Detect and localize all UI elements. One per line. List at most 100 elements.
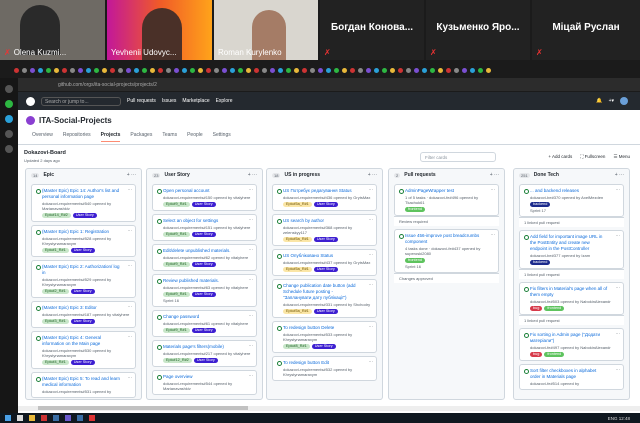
horizontal-scrollbar[interactable] <box>18 406 640 411</box>
card-title[interactable]: US Потребує редагування Status <box>277 188 372 194</box>
card-title[interactable]: AdminPageWrapper test <box>399 188 494 194</box>
browser-tab[interactable] <box>158 67 163 73</box>
browser-tab[interactable] <box>70 67 75 73</box>
label[interactable]: User Story <box>191 292 216 297</box>
card-title[interactable]: Edit/delete unpublished materials. <box>157 248 252 254</box>
browser-tab[interactable] <box>54 67 59 73</box>
more-icon[interactable]: ··· <box>368 252 374 257</box>
card-title[interactable]: ... and backend releases <box>524 188 619 194</box>
card-title[interactable]: (Master Epic) Epic 4: General informatio… <box>36 335 131 347</box>
label[interactable]: Epic#9_R#1 <box>163 328 190 333</box>
video-tile-4[interactable]: Богдан Конова... ✗ <box>320 0 424 60</box>
more-icon[interactable]: ··· <box>127 228 133 233</box>
label[interactable]: Epic#4_R#1 <box>42 360 69 365</box>
card-title[interactable]: Select an object for settings <box>157 218 252 224</box>
label[interactable]: User Story <box>70 360 95 365</box>
browser-tab[interactable] <box>462 67 467 73</box>
browser-tab[interactable] <box>270 67 275 73</box>
card[interactable]: ··· (Master Epic) Epic 4: General informa… <box>31 331 136 369</box>
label[interactable]: bug <box>530 352 543 357</box>
more-icon[interactable]: ··· <box>368 217 374 222</box>
nav-explore[interactable]: Explore <box>215 98 233 104</box>
org-name[interactable]: ITA-Social-Projects <box>39 116 112 125</box>
card[interactable]: ··· US search by author dokazovi-requireme… <box>272 214 377 246</box>
video-tile-3[interactable]: Roman Kurylenko <box>214 0 318 60</box>
label[interactable]: Epic#5a_R#1 <box>283 237 312 242</box>
card-title[interactable]: To redesign button Edit <box>277 360 372 366</box>
plus-icon[interactable]: +▾ <box>608 98 614 104</box>
label[interactable]: User Story <box>191 232 216 237</box>
browser-tab[interactable] <box>22 67 27 73</box>
taskbar-app-icon[interactable] <box>77 415 83 421</box>
more-icon[interactable]: ··· <box>248 313 254 318</box>
card[interactable]: ··· Open personal account dokazovi-require… <box>152 184 257 211</box>
card-title[interactable]: Page overview <box>157 374 252 380</box>
card-title[interactable]: Issue 456-improve post breadcrumbs compo… <box>399 233 494 245</box>
more-icon[interactable]: ··· <box>127 375 133 380</box>
browser-tab[interactable] <box>30 67 35 73</box>
browser-tab[interactable] <box>374 67 379 73</box>
more-icon[interactable]: ··· <box>490 187 496 192</box>
add-cards-button[interactable]: + Add cards <box>548 154 573 159</box>
card-title[interactable]: (Master Epic) Epic 1: Registration <box>36 229 131 235</box>
label[interactable]: User Story <box>191 262 216 267</box>
browser-tab[interactable] <box>222 67 227 73</box>
label[interactable]: User Story <box>311 344 336 349</box>
card[interactable]: ··· Change publication date button (add S… <box>272 279 377 318</box>
label[interactable]: User Story <box>70 248 95 253</box>
label[interactable]: Epic#9_R#1 <box>163 292 190 297</box>
github-logo-icon[interactable] <box>26 96 35 106</box>
label[interactable]: frontend <box>544 352 565 357</box>
card-footer[interactable]: 1 linked pull request <box>519 217 624 227</box>
label[interactable]: User Story <box>191 202 216 207</box>
notification-icon[interactable]: 🔔 <box>596 98 603 104</box>
avatar[interactable] <box>620 97 628 105</box>
label[interactable]: frontend <box>405 258 425 263</box>
browser-tab[interactable] <box>358 67 363 73</box>
browser-tab[interactable] <box>62 67 67 73</box>
browser-tab[interactable] <box>150 67 155 73</box>
tab-teams[interactable]: Teams <box>162 132 178 138</box>
clock[interactable]: 12:48 <box>618 415 630 421</box>
browser-tab[interactable] <box>246 67 251 73</box>
add-card-icon[interactable]: + ··· <box>614 172 624 178</box>
card[interactable]: ··· (Master Epic) Epic 14: Author's list … <box>31 184 136 222</box>
label[interactable]: User Story <box>70 319 95 324</box>
video-tile-6[interactable]: Міцай Руслан ✗ <box>532 0 640 60</box>
tab-projects[interactable]: Projects <box>100 132 121 142</box>
more-icon[interactable]: ··· <box>615 367 621 372</box>
browser-tab[interactable] <box>350 67 355 73</box>
add-card-icon[interactable]: + ··· <box>489 172 499 178</box>
browser-tab[interactable] <box>342 67 347 73</box>
card-title[interactable]: (Master Epic) Epic 14: Author's list and… <box>36 188 131 200</box>
nav-marketplace[interactable]: Marketplace <box>182 98 210 104</box>
browser-tab[interactable] <box>334 67 339 73</box>
card[interactable]: ··· AdminPageWrapper test 1 of 5 tasks · d… <box>394 184 499 216</box>
card[interactable]: ··· Fix filters in Material's page when a… <box>519 282 624 315</box>
browser-tab[interactable] <box>430 67 435 73</box>
more-icon[interactable]: ··· <box>248 187 254 192</box>
browser-tab[interactable] <box>238 67 243 73</box>
label[interactable]: User Story <box>72 213 97 218</box>
taskbar-app-icon[interactable] <box>89 415 95 421</box>
card[interactable]: ··· US Потребує редагування Status dokazov… <box>272 184 377 211</box>
browser-tab[interactable] <box>406 67 411 73</box>
browser-tab[interactable] <box>94 67 99 73</box>
card-title[interactable]: (Master Epic) Epic 5: To read and learn … <box>36 376 131 388</box>
label[interactable]: Epic#5a_R#1 <box>283 202 312 207</box>
label[interactable]: User Story <box>193 358 218 363</box>
label[interactable]: bug <box>530 306 543 311</box>
label[interactable]: frontend <box>544 306 565 311</box>
address-bar[interactable]: github.com/orgs/ita-social-projects/proj… <box>18 78 640 91</box>
card[interactable]: ··· Add field for important image URL in … <box>519 230 624 269</box>
label[interactable]: backend <box>530 260 551 265</box>
taskbar-app-icon[interactable] <box>29 415 35 421</box>
browser-tab[interactable] <box>14 67 19 73</box>
card-footer[interactable]: 1 linked pull request <box>519 315 624 325</box>
more-icon[interactable]: ··· <box>127 263 133 268</box>
card-title[interactable]: US search by author <box>277 218 372 224</box>
label[interactable]: Epic#8_R#1 <box>283 344 310 349</box>
card[interactable]: ··· Change password dokazovi-requirements#… <box>152 310 257 337</box>
card[interactable]: ··· To redesign button Edit dokazovi-requi… <box>272 356 377 381</box>
card[interactable]: ··· Review published materials. dokazovi-r… <box>152 274 257 307</box>
